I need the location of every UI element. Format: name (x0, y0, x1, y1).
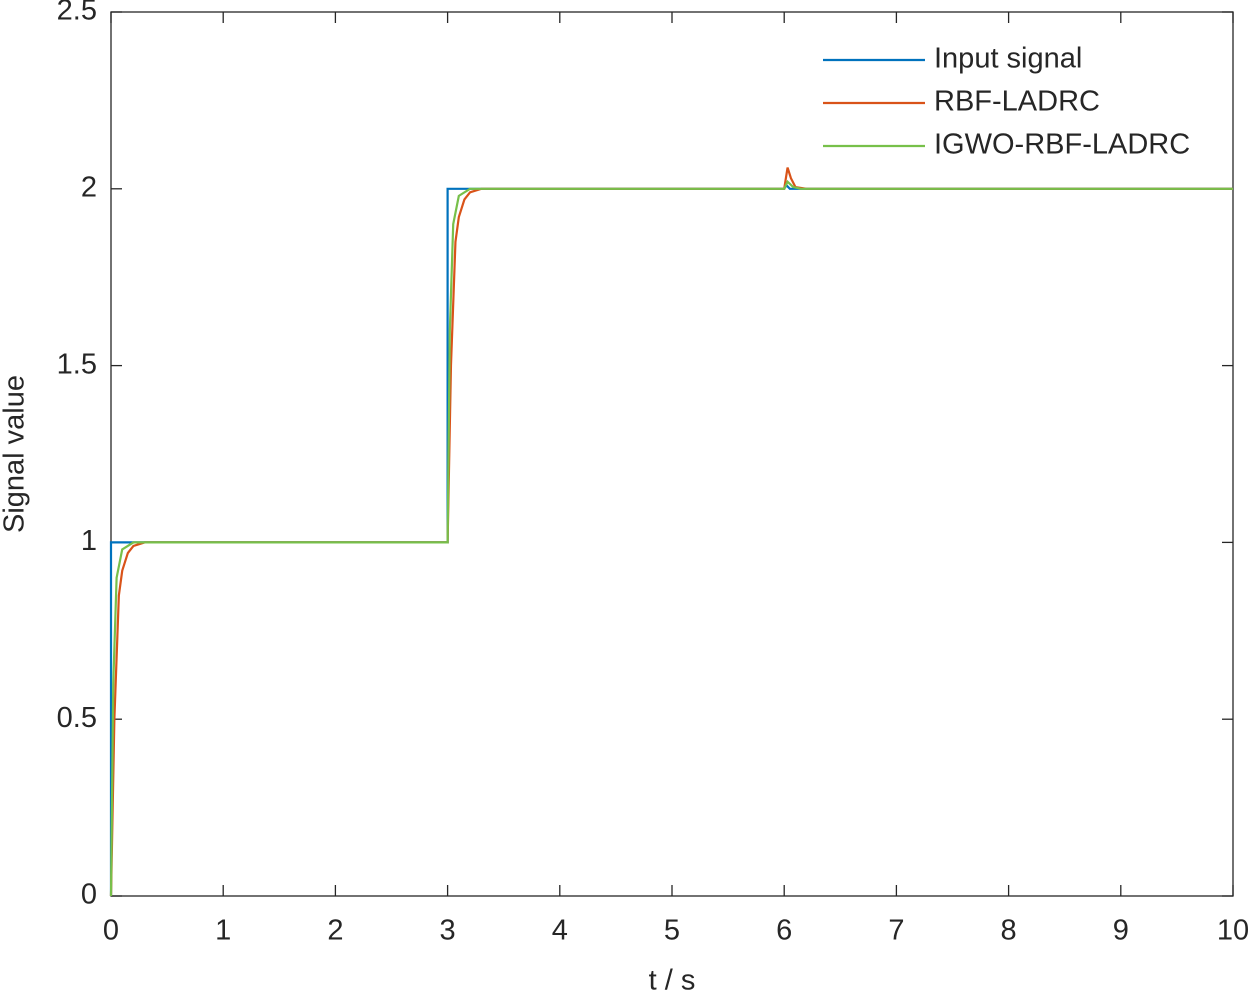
x-tick-label: 4 (552, 915, 568, 947)
x-tick-label: 2 (327, 915, 343, 947)
x-tick-label: 9 (1113, 915, 1129, 947)
x-tick-label: 8 (1001, 915, 1017, 947)
x-tick-label: 5 (664, 915, 680, 947)
y-axis-label: Signal value (0, 375, 31, 533)
y-tick-label: 2 (81, 171, 97, 203)
y-tick-label: 2.5 (57, 0, 97, 27)
y-tick-label: 1.5 (57, 348, 97, 380)
x-tick-label: 10 (1217, 915, 1249, 947)
series-line (109, 179, 1233, 897)
x-tick-label: 1 (215, 915, 231, 947)
y-tick-label: 0 (81, 879, 97, 911)
series-line (109, 167, 1233, 897)
plot-area (110, 11, 1234, 897)
x-tick-label: 7 (888, 915, 904, 947)
x-axis-label: t / s (649, 965, 696, 995)
legend-label: Input signal (934, 43, 1082, 75)
y-tick-label: 0.5 (57, 702, 97, 734)
x-tick-label: 6 (776, 915, 792, 947)
legend-label: RBF-LADRC (934, 86, 1100, 118)
x-tick-label: 3 (440, 915, 456, 947)
legend-label: IGWO-RBF-LADRC (934, 129, 1190, 161)
y-tick-label: 1 (81, 525, 97, 557)
x-tick-label: 0 (103, 915, 119, 947)
